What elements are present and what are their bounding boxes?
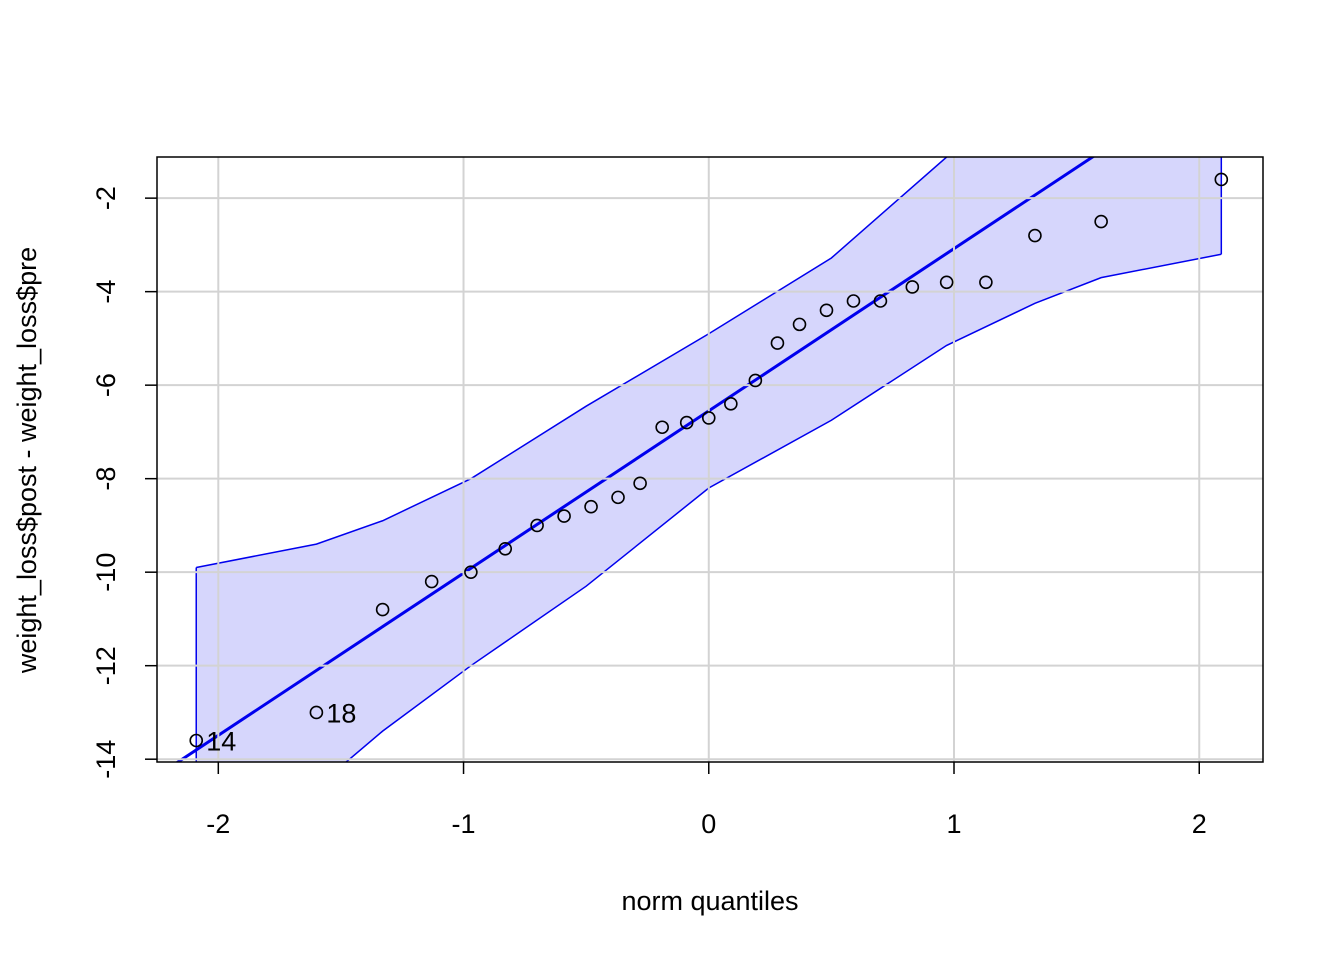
point xyxy=(979,275,993,290)
y-tick-label: -8 xyxy=(91,467,121,491)
point xyxy=(530,518,544,533)
point xyxy=(1028,228,1042,243)
point xyxy=(748,373,763,388)
point xyxy=(584,499,598,514)
point xyxy=(189,733,204,748)
reference-line xyxy=(175,157,1096,762)
x-tick-label: 1 xyxy=(946,809,961,839)
y-tick-label: -4 xyxy=(91,280,121,304)
point xyxy=(701,411,716,425)
y-axis-label: weight_loss$post - weight_loss$pre xyxy=(12,247,42,674)
point xyxy=(655,420,669,435)
point xyxy=(424,574,439,589)
y-tick-label: -14 xyxy=(91,740,121,779)
point xyxy=(557,509,571,523)
point xyxy=(846,294,861,308)
point-label: 18 xyxy=(326,698,356,728)
point xyxy=(375,602,390,617)
x-tick-label: -1 xyxy=(452,809,476,839)
plot-frame xyxy=(156,156,1264,763)
plot-area xyxy=(175,157,1223,762)
point xyxy=(464,565,478,579)
point xyxy=(905,280,920,294)
point xyxy=(611,490,625,505)
point xyxy=(1214,172,1229,187)
y-tick-label: -2 xyxy=(91,186,121,210)
point xyxy=(633,476,647,491)
x-tick-label: -2 xyxy=(206,809,230,839)
x-tick-label: 0 xyxy=(701,809,716,839)
point xyxy=(309,705,324,720)
point xyxy=(724,397,738,411)
point-label: 14 xyxy=(206,726,236,756)
x-axis-label: norm quantiles xyxy=(621,886,798,916)
y-tick-label: -10 xyxy=(91,553,121,592)
y-tick-label: -6 xyxy=(91,373,121,397)
point xyxy=(1094,214,1108,229)
point xyxy=(819,303,834,318)
point xyxy=(679,415,694,430)
point xyxy=(792,317,807,332)
point xyxy=(770,336,785,350)
y-tick-label: -12 xyxy=(91,646,121,685)
point xyxy=(873,294,888,308)
point xyxy=(498,542,513,556)
point xyxy=(939,275,954,290)
x-tick-label: 2 xyxy=(1192,809,1207,839)
